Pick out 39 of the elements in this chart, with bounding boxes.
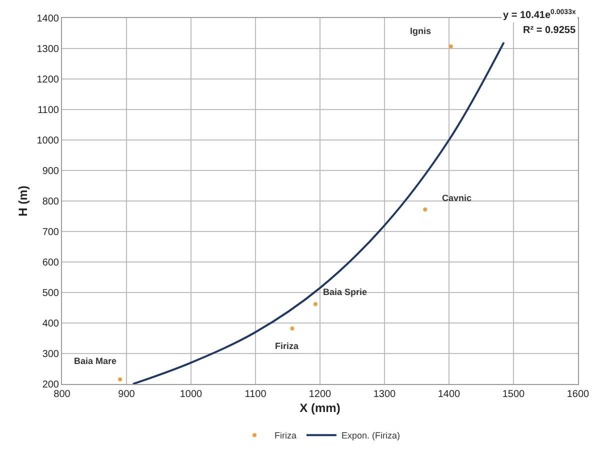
y-tick-label: 1000 <box>36 136 60 146</box>
point <box>423 208 428 212</box>
y-tick-label: 300 <box>42 349 60 360</box>
x-tick-label: 1500 <box>502 389 526 400</box>
y-axis-title: H (m) <box>16 186 30 216</box>
annotation: Baia Mare <box>74 356 117 366</box>
point <box>118 377 122 382</box>
y-tick-label: 400 <box>42 318 60 330</box>
point <box>290 326 294 330</box>
y-tick-label: 1400 <box>36 14 60 24</box>
line-series <box>132 41 505 384</box>
annotation: R² = 0.9255 <box>523 25 576 36</box>
x-tick-label: 1000 <box>180 389 203 400</box>
y-tick-label: 200 <box>42 380 60 390</box>
annotation: Firiza <box>275 341 300 351</box>
x-tick-label: 1100 <box>244 389 267 400</box>
x-axis-title: X (mm) <box>300 400 340 415</box>
y-tick-label: 1200 <box>36 74 60 86</box>
x-tick-label: 900 <box>118 389 136 400</box>
y-tick-label: 500 <box>42 288 60 299</box>
x-tick-label: 1600 <box>566 389 590 400</box>
y-tick-label: 700 <box>42 227 60 238</box>
point <box>313 302 318 306</box>
y-tick-label: 800 <box>42 196 60 208</box>
y-tick-label: 600 <box>42 258 60 268</box>
annotation: Baia Sprie <box>323 287 368 297</box>
legend-label: Expon. (Firiza) <box>342 430 400 441</box>
legend-label: Firiza <box>274 430 296 441</box>
x-tick-label: 800 <box>54 389 71 400</box>
y-tick-label: 1300 <box>36 44 60 55</box>
annotation: y = 10.41e$^{0.0033x}$ <box>503 9 576 22</box>
annotation: Ignis <box>410 26 432 36</box>
x-tick-label: 1300 <box>373 389 396 400</box>
annotation: Cavnic <box>442 193 472 203</box>
y-tick-label: 1100 <box>37 105 60 116</box>
point <box>448 44 453 48</box>
y-tick-label: 900 <box>42 166 60 177</box>
x-tick-label: 1200 <box>308 389 332 400</box>
x-tick-label: 1400 <box>438 389 461 400</box>
